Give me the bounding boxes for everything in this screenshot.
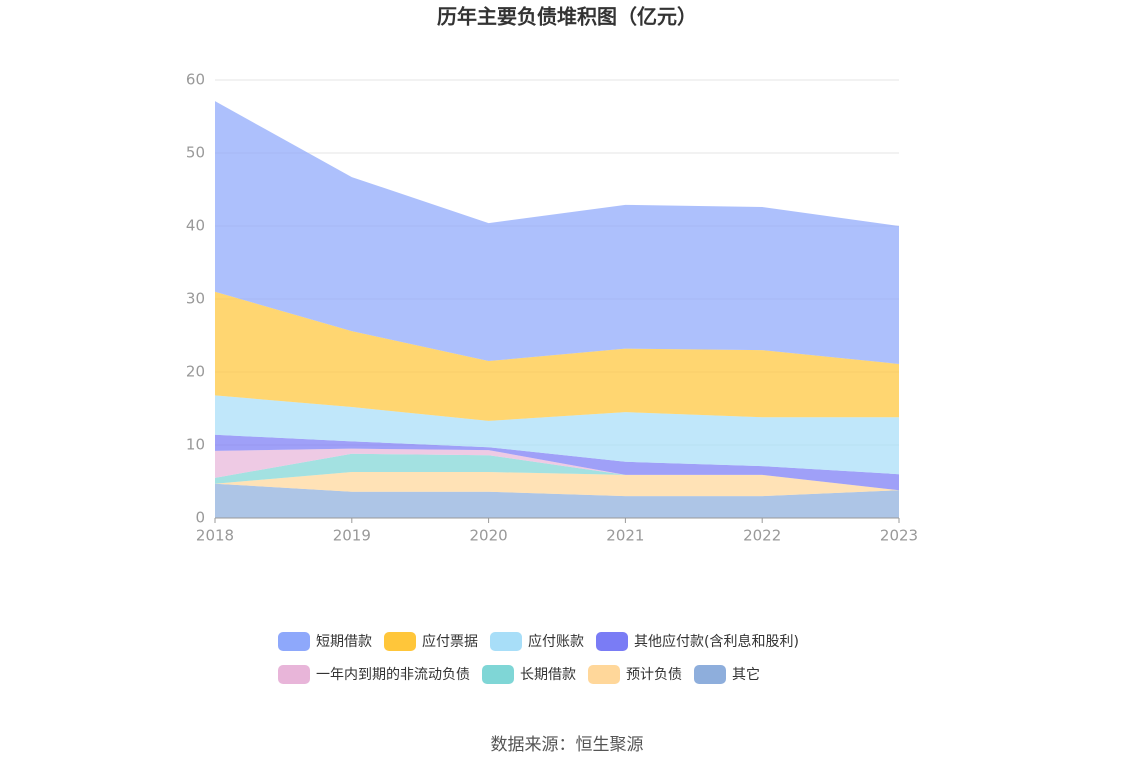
area	[215, 483, 899, 518]
x-tick-label: 2019	[333, 527, 371, 545]
legend-label: 预计负债	[626, 667, 682, 683]
legend-item[interactable]: 长期借款	[482, 664, 576, 684]
area	[215, 291, 899, 421]
area	[215, 395, 899, 475]
legend-swatch	[482, 664, 514, 684]
legend-label: 短期借款	[316, 634, 372, 650]
source: 数据来源：恒生聚源	[490, 735, 644, 755]
legend-item[interactable]: 应付票据	[384, 631, 478, 651]
y-tick-label: 40	[186, 217, 205, 235]
x-tick-label: 2018	[196, 527, 234, 545]
y-tick-label: 50	[186, 144, 205, 162]
legend-swatch	[588, 664, 620, 684]
legend-item[interactable]: 其它	[694, 664, 760, 684]
y-tick-label: 10	[186, 436, 205, 454]
legend-label: 长期借款	[520, 667, 576, 683]
legend-label: 一年内到期的非流动负债	[316, 667, 470, 683]
legend-label: 其他应付款(含利息和股利)	[634, 634, 799, 650]
area	[215, 448, 899, 491]
x-tick-label: 2021	[606, 527, 644, 545]
legend-swatch	[384, 631, 416, 651]
legend-label: 应付票据	[422, 634, 478, 650]
legend-item[interactable]: 预计负债	[588, 664, 682, 684]
area	[215, 101, 899, 364]
legend-label: 其它	[732, 667, 760, 683]
legend-item[interactable]: 一年内到期的非流动负债	[278, 664, 470, 684]
y-tick-label: 60	[186, 71, 205, 89]
legend-item[interactable]: 短期借款	[278, 631, 372, 651]
y-tick-label: 0	[195, 509, 205, 527]
legend-swatch	[278, 631, 310, 651]
legend-item[interactable]: 其他应付款(含利息和股利)	[596, 631, 799, 651]
legend-swatch	[596, 631, 628, 651]
legend-swatch	[490, 631, 522, 651]
legend-swatch	[694, 664, 726, 684]
legend-label: 应付账款	[528, 634, 584, 650]
area	[215, 434, 899, 491]
legend-swatch	[278, 664, 310, 684]
x-tick-label: 2020	[470, 527, 508, 545]
y-tick-label: 30	[186, 290, 205, 308]
area	[215, 472, 899, 497]
x-tick-label: 2023	[880, 527, 918, 545]
y-tick-label: 20	[186, 363, 205, 381]
legend-item[interactable]: 应付账款	[490, 631, 584, 651]
area	[215, 453, 899, 491]
chart-title: 历年主要负债堆积图（亿元）	[437, 5, 697, 29]
x-tick-label: 2022	[743, 527, 781, 545]
legend: 短期借款 应付票据 应付账款 其他应付款(含利息和股利) 一年内到期的非流动负债 长期借款…	[278, 631, 878, 684]
